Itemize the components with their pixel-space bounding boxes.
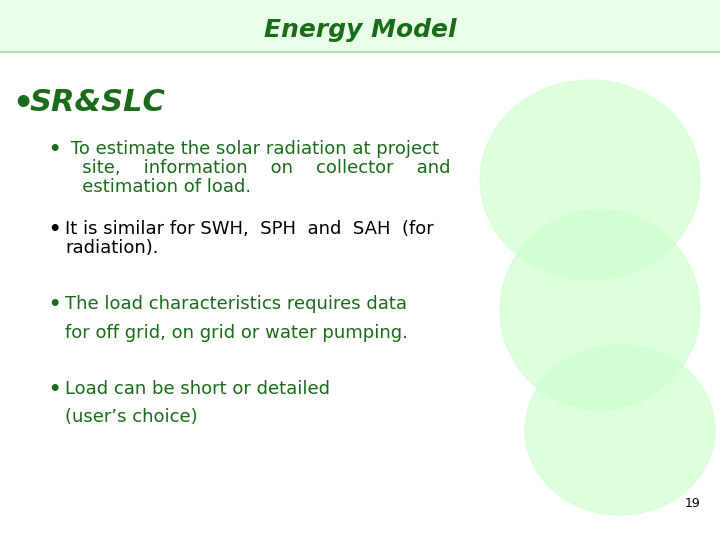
- Text: radiation).: radiation).: [65, 239, 158, 257]
- Text: for off grid, on grid or water pumping.: for off grid, on grid or water pumping.: [65, 323, 408, 341]
- Bar: [0, 0, 720, 52]
- Text: Energy Model: Energy Model: [264, 18, 456, 42]
- Text: To estimate the solar radiation at project: To estimate the solar radiation at proje…: [65, 140, 439, 158]
- Ellipse shape: [480, 80, 700, 280]
- Text: It is similar for SWH,  SPH  and  SAH  (for: It is similar for SWH, SPH and SAH (for: [65, 220, 433, 238]
- Ellipse shape: [525, 345, 715, 515]
- Text: Load can be short or detailed: Load can be short or detailed: [65, 380, 330, 398]
- Text: The load characteristics requires data: The load characteristics requires data: [65, 295, 407, 313]
- Text: •: •: [12, 88, 33, 121]
- Text: 19: 19: [684, 497, 700, 510]
- Text: •: •: [48, 295, 60, 314]
- Text: •: •: [48, 140, 60, 159]
- Text: (user’s choice): (user’s choice): [65, 408, 197, 427]
- Ellipse shape: [500, 210, 700, 410]
- Text: estimation of load.: estimation of load.: [65, 178, 251, 196]
- Text: SR&SLC: SR&SLC: [30, 88, 166, 117]
- Text: •: •: [48, 380, 60, 399]
- Text: •: •: [48, 220, 60, 239]
- Text: site,    information    on    collector    and: site, information on collector and: [65, 159, 451, 177]
